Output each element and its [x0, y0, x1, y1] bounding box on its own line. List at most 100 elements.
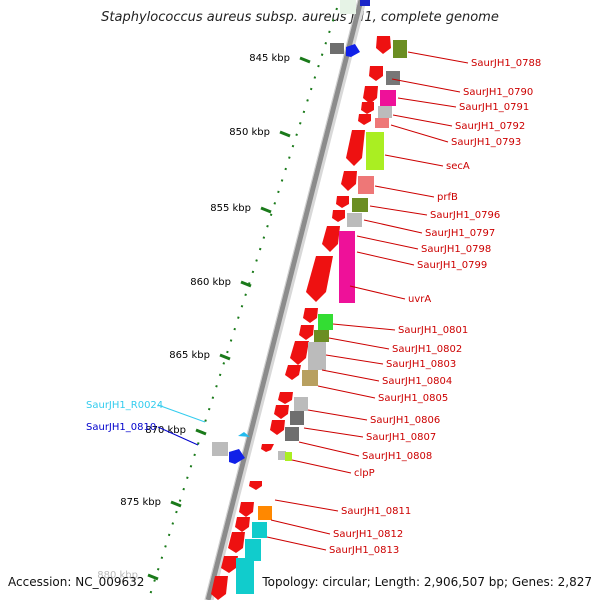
gene-label[interactable]: SaurJH1_0805 — [378, 393, 448, 404]
gene-label[interactable]: SaurJH1_0804 — [382, 376, 452, 387]
cds-arrow — [270, 420, 285, 435]
gene-label[interactable]: prfB — [437, 192, 458, 203]
label-leader-line — [274, 499, 339, 512]
feature-block — [378, 106, 392, 118]
tick-mark — [170, 500, 182, 508]
gene-label[interactable]: SaurJH1_0808 — [362, 451, 432, 462]
cds-arrow — [358, 114, 371, 125]
feature-block — [314, 330, 329, 342]
tick-label: 865 kbp — [169, 350, 210, 361]
tick-mark — [279, 130, 291, 138]
label-leader-line — [369, 205, 428, 216]
gene-label[interactable]: SaurJH1_0797 — [425, 228, 495, 239]
tick-mark — [195, 428, 207, 436]
cds-arrow — [299, 325, 314, 340]
gene-label[interactable]: SaurJH1_0790 — [463, 87, 533, 98]
reverse-feature-gray — [330, 43, 344, 54]
tick-label: 875 kbp — [120, 497, 161, 508]
label-leader-line — [397, 97, 457, 108]
feature-block — [236, 558, 254, 594]
gene-label[interactable]: SaurJH1_0813 — [329, 545, 399, 556]
label-leader-line — [157, 426, 199, 446]
gene-label[interactable]: secA — [446, 161, 470, 172]
gene-label[interactable]: SaurJH1_0806 — [370, 415, 440, 426]
cds-arrow — [306, 256, 333, 302]
tick-label: 880 kbp — [97, 570, 138, 581]
feature-block — [290, 411, 304, 425]
cds-arrow — [322, 226, 340, 252]
tick-label: 860 kbp — [190, 277, 231, 288]
feature-block — [347, 213, 362, 227]
cds-arrow — [332, 210, 345, 222]
gene-label[interactable]: SaurJH1_0812 — [333, 529, 403, 540]
label-leader-line — [384, 154, 444, 167]
cds-arrow — [274, 405, 289, 419]
reverse-feature-blue — [229, 449, 245, 464]
gene-label[interactable]: SaurJH1_0798 — [421, 244, 491, 255]
gene-label[interactable]: SaurJH1_0796 — [430, 210, 500, 221]
tick-label: 850 kbp — [229, 127, 270, 138]
gene-label[interactable]: clpP — [354, 468, 375, 479]
tick-mark — [260, 206, 272, 214]
label-leader-line — [391, 78, 461, 93]
topology-summary: Topology: circular; Length: 2,906,507 bp… — [262, 575, 592, 589]
gene-label[interactable]: SaurJH1_0807 — [366, 432, 436, 443]
label-leader-line — [307, 409, 368, 421]
label-leader-line — [298, 441, 360, 457]
gene-label[interactable]: SaurJH1_0811 — [341, 506, 411, 517]
cds-arrow — [341, 171, 357, 191]
cds-arrow — [239, 502, 254, 517]
label-leader-line — [270, 519, 331, 535]
feature-block — [366, 132, 384, 170]
cds-arrow — [361, 102, 374, 114]
gene-label[interactable]: uvrA — [408, 294, 431, 305]
label-leader-line — [321, 369, 380, 382]
feature-block — [278, 451, 286, 460]
gene-label[interactable]: SaurJH1_R0024 — [86, 400, 163, 411]
gene-label[interactable]: SaurJH1_0803 — [386, 359, 456, 370]
feature-block — [339, 231, 355, 303]
cds-arrow — [346, 130, 365, 166]
cds-arrow — [290, 341, 309, 365]
tick-mark — [299, 56, 311, 64]
gene-label[interactable]: SaurJH1_0791 — [459, 102, 529, 113]
feature-block — [258, 506, 272, 520]
tick-label: 845 kbp — [249, 53, 290, 64]
cds-arrow — [278, 392, 293, 404]
label-leader-line — [390, 124, 449, 143]
gene-label[interactable]: SaurJH1_0788 — [471, 58, 541, 69]
reverse-feature-gray — [212, 442, 228, 456]
gene-label[interactable]: SaurJH1_0793 — [451, 137, 521, 148]
cds-arrow — [249, 481, 262, 490]
cds-arrow — [221, 556, 238, 573]
label-leader-line — [303, 427, 364, 438]
backbone — [205, 0, 364, 600]
feature-top-partial — [340, 0, 356, 14]
left-labels: SaurJH1_R0024 SaurJH1_0810 — [86, 400, 206, 446]
gene-label[interactable]: SaurJH1_0802 — [392, 344, 462, 355]
label-leader-line — [407, 51, 469, 64]
gene-label[interactable]: SaurJH1_0792 — [455, 121, 525, 132]
cds-arrow — [285, 365, 301, 380]
feature-top-blue — [360, 0, 370, 6]
right-labels: SaurJH1_0788 SaurJH1_0790 SaurJH1_0791 Saur… — [266, 51, 541, 556]
gene-label[interactable]: SaurJH1_0810 — [86, 422, 156, 433]
cds-arrow — [363, 86, 378, 104]
label-leader-line — [392, 114, 453, 127]
feature-block — [380, 90, 396, 106]
reverse-feature-blue — [346, 44, 360, 57]
backbone-highlight — [204, 0, 359, 600]
gene-label[interactable]: SaurJH1_0801 — [398, 325, 468, 336]
cds-arrow — [369, 66, 383, 81]
label-leader-line — [328, 337, 390, 350]
gene-label[interactable]: SaurJH1_0799 — [417, 260, 487, 271]
cds-arrow — [228, 532, 245, 553]
feature-block — [308, 342, 326, 370]
feature-block — [386, 71, 400, 85]
tick-mark — [219, 353, 231, 361]
tick-label: 855 kbp — [210, 203, 251, 214]
feature-block — [285, 427, 299, 441]
cds-arrow — [211, 576, 228, 600]
